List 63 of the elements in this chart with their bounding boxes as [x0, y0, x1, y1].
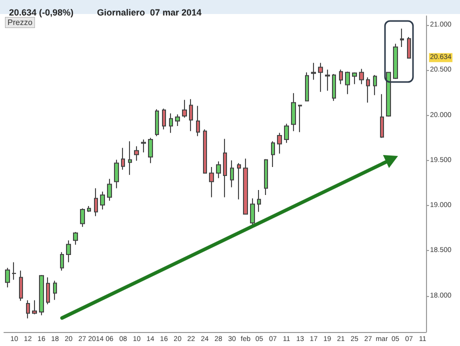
- candlestick: [352, 72, 357, 85]
- candlestick: [257, 189, 261, 212]
- candlestick: [66, 240, 71, 263]
- candlestick: [80, 208, 85, 228]
- chart-title: 20.634 (-0,98%): [9, 8, 74, 18]
- candlestick: [162, 108, 166, 130]
- candlestick: [243, 158, 248, 216]
- candlestick: [148, 137, 153, 164]
- candlestick: [189, 98, 193, 132]
- candlestick: [298, 104, 302, 133]
- candlestick: [94, 188, 98, 217]
- candlestick: [60, 252, 64, 272]
- candlestick: [291, 92, 296, 132]
- candlestick: [305, 72, 309, 102]
- candlestick: [100, 191, 105, 210]
- candlestick: [128, 140, 132, 176]
- candlestick: [359, 68, 364, 85]
- candlestick: [12, 262, 16, 280]
- candlestick: [393, 43, 398, 80]
- candlestick: [264, 158, 268, 196]
- candlestick: [87, 206, 91, 212]
- candlestick: [380, 94, 384, 138]
- candlestick: [373, 74, 377, 96]
- candlestick: [339, 69, 343, 85]
- candlestick: [121, 147, 125, 170]
- candlestick: [5, 267, 10, 288]
- candlestick: [223, 138, 227, 198]
- candlestick: [230, 160, 234, 188]
- candlestick: [203, 128, 207, 174]
- candlestick: [386, 71, 391, 118]
- candlestick: [345, 71, 350, 95]
- candlestick: [325, 69, 330, 92]
- candlestick: [284, 123, 289, 144]
- candlestick: [332, 73, 336, 102]
- candlestick: [114, 159, 119, 189]
- candlestick: [175, 114, 180, 127]
- candlestick: [46, 276, 50, 305]
- candlestick: [237, 162, 241, 200]
- candlestick: [155, 108, 159, 137]
- candlestick: [311, 62, 316, 80]
- candlestick: [182, 99, 187, 118]
- candlestick: [196, 105, 200, 137]
- candlestick: [250, 198, 255, 226]
- candlestick: [318, 62, 323, 92]
- candlestick: [32, 300, 37, 315]
- candlestick: [216, 160, 221, 179]
- candlestick: [134, 146, 139, 162]
- candlestick: [141, 139, 146, 153]
- candlestick: [400, 28, 404, 48]
- candlestick: [39, 274, 44, 316]
- candlestick: [19, 270, 23, 302]
- candlestick: [209, 166, 214, 198]
- annotation: Prezzo: [8, 18, 33, 27]
- candlestick: [366, 76, 370, 104]
- candlestick: [53, 280, 57, 300]
- candlestick: [73, 231, 78, 246]
- candlestick: [107, 178, 112, 202]
- candlestick: [407, 36, 411, 59]
- candlestick: [26, 300, 30, 319]
- candlestick: [169, 112, 173, 134]
- chart-subtitle: Giornaliero 07 mar 2014: [97, 8, 202, 18]
- candlestick: [277, 132, 282, 154]
- candlestick: [271, 140, 275, 168]
